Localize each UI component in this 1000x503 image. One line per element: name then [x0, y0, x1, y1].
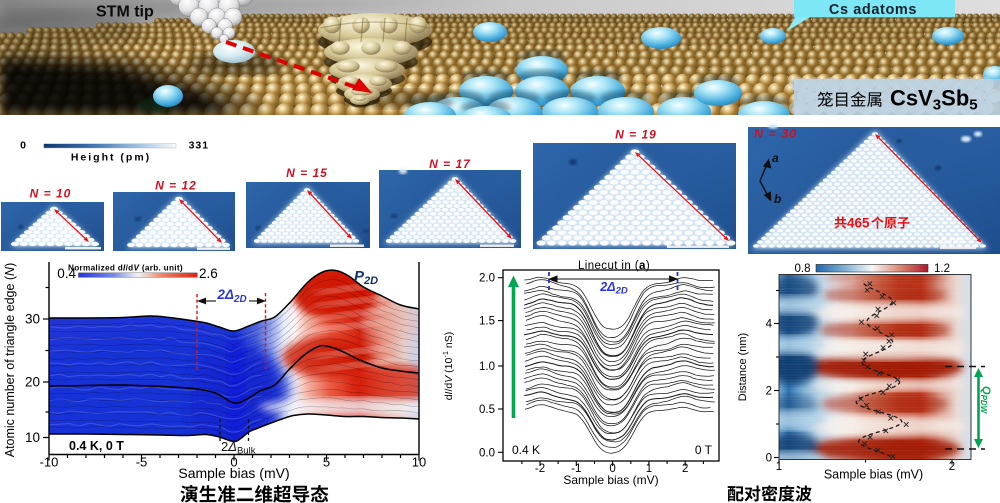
svg-text:dI/dV (10-1 nS): dI/dV (10-1 nS) [441, 332, 455, 401]
svg-text:Distance (nm): Distance (nm) [737, 333, 749, 401]
svg-text:1: 1 [776, 461, 782, 473]
svg-text:N = 17: N = 17 [429, 157, 471, 171]
svg-text:30: 30 [25, 312, 40, 327]
svg-text:1.5: 1.5 [479, 316, 495, 328]
svg-text:Atomic number of triangle edge: Atomic number of triangle edge (N) [3, 263, 17, 458]
svg-text:0 T: 0 T [695, 443, 713, 457]
svg-text:-5: -5 [136, 455, 148, 470]
svg-text:Sample bias (mV): Sample bias (mV) [824, 468, 923, 482]
svg-text:Cs adatoms: Cs adatoms [829, 2, 917, 18]
svg-text:0.5: 0.5 [479, 404, 495, 416]
svg-text:1.2: 1.2 [934, 263, 950, 275]
svg-text:Sample bias (mV): Sample bias (mV) [178, 465, 289, 481]
svg-text:2: 2 [766, 386, 772, 398]
svg-text:20: 20 [25, 375, 40, 390]
svg-text:5: 5 [323, 455, 330, 470]
svg-text:1.0: 1.0 [479, 361, 495, 373]
svg-text:STM tip: STM tip [96, 4, 154, 21]
svg-text:331: 331 [189, 140, 210, 152]
svg-text:465: 465 [847, 216, 870, 231]
svg-text:-10: -10 [40, 455, 59, 470]
svg-text:N = 30: N = 30 [754, 127, 797, 141]
svg-text:0.4 K: 0.4 K [512, 443, 540, 457]
svg-text:0: 0 [609, 463, 615, 475]
svg-text:2: 2 [682, 463, 688, 475]
svg-text:Height (pm): Height (pm) [71, 152, 151, 164]
svg-text:P2D: P2D [354, 268, 378, 287]
svg-text:N = 19: N = 19 [615, 128, 657, 142]
svg-text:QPDW: QPDW [979, 386, 992, 415]
svg-text:N = 10: N = 10 [30, 186, 72, 200]
svg-text:2.6: 2.6 [199, 266, 218, 281]
svg-text:0: 0 [766, 453, 772, 465]
svg-text:Linecut in (a): Linecut in (a) [578, 260, 650, 272]
svg-text:0.4: 0.4 [57, 266, 76, 281]
svg-text:5 nm: 5 nm [941, 236, 964, 247]
svg-text:N = 12: N = 12 [155, 179, 197, 193]
svg-text:2.0: 2.0 [479, 273, 495, 285]
svg-text:10: 10 [25, 430, 40, 445]
svg-text:Normalized dI/dV (arb. unit): Normalized dI/dV (arb. unit) [68, 264, 183, 273]
svg-text:a: a [772, 151, 779, 165]
svg-text:1: 1 [646, 463, 652, 475]
svg-text:0.8: 0.8 [795, 263, 811, 275]
svg-text:CsV3Sb5: CsV3Sb5 [890, 86, 978, 114]
svg-text:2Δ2D: 2Δ2D [216, 287, 246, 305]
svg-text:4: 4 [766, 319, 773, 331]
svg-text:10: 10 [412, 455, 426, 470]
svg-text:-2: -2 [535, 463, 545, 475]
svg-text:2ΔBulk: 2ΔBulk [221, 439, 256, 457]
svg-text:b: b [774, 192, 781, 206]
svg-text:0.0: 0.0 [479, 447, 495, 459]
svg-text:0.4 K, 0 T: 0.4 K, 0 T [69, 439, 124, 453]
svg-text:0: 0 [230, 455, 237, 470]
svg-text:N = 15: N = 15 [286, 166, 328, 180]
svg-text:0: 0 [20, 140, 26, 152]
svg-text:-1: -1 [571, 463, 581, 475]
svg-text:2: 2 [949, 461, 955, 473]
svg-text:Sample bias (mV): Sample bias (mV) [563, 473, 658, 487]
